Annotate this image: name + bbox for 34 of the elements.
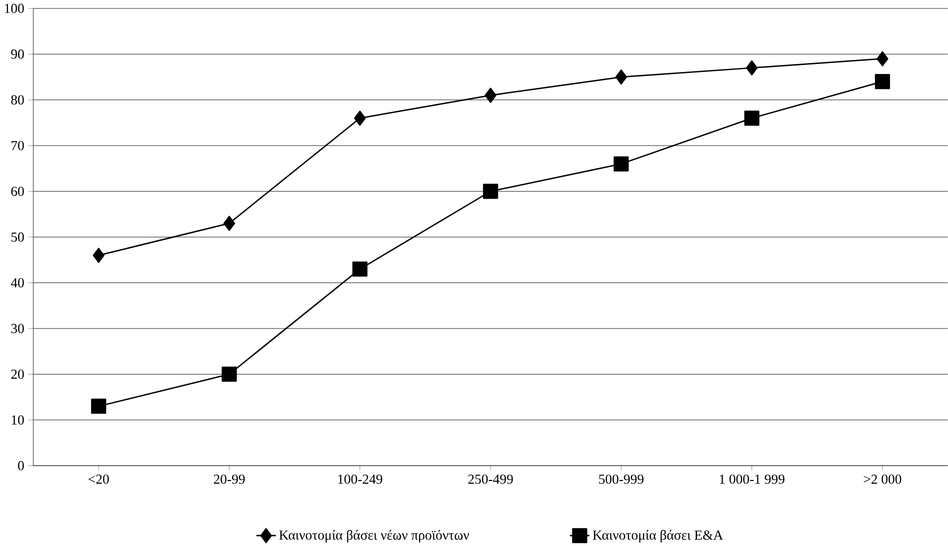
point (354, 110, 366, 126)
y-tick-label: 30 (11, 324, 24, 334)
x-tick-label: 1 000-1 999 (720, 474, 784, 484)
legend-label: Καινοτομία βάσει Ε&Α (592, 530, 724, 543)
x-tick-label: 100-249 (338, 474, 382, 484)
x-tick-label: 250-499 (468, 474, 513, 484)
point (223, 216, 236, 231)
y-tick-label: 80 (11, 95, 24, 105)
y-tick-label: 90 (11, 50, 24, 59)
y-tick-label: 100 (5, 4, 24, 14)
point (352, 262, 368, 277)
point (744, 110, 760, 126)
point (614, 156, 629, 172)
y-tick-label: 0 (18, 461, 24, 470)
y-tick-label: 50 (11, 232, 24, 242)
x-tick-label: 500-999 (599, 474, 644, 484)
point (91, 398, 106, 414)
point (484, 88, 496, 103)
point (615, 70, 628, 85)
x-tick-label: 20-99 (214, 474, 245, 484)
y-tick-label: 40 (10, 278, 24, 288)
y-tick-label: 10 (12, 415, 24, 425)
point (483, 184, 498, 199)
x-tick-label: <20 (88, 474, 109, 484)
point (874, 74, 890, 90)
point (92, 248, 104, 263)
y-tick-label: 60 (11, 186, 24, 196)
legend-label: Καινοτομία βάσει νέων προϊόντων (279, 530, 470, 543)
y-tick-label: 70 (12, 141, 24, 150)
point (876, 51, 888, 66)
point (746, 60, 758, 76)
point (222, 366, 237, 382)
y-tick-label: 20 (11, 370, 24, 379)
x-tick-label: >2 000 (864, 474, 902, 484)
